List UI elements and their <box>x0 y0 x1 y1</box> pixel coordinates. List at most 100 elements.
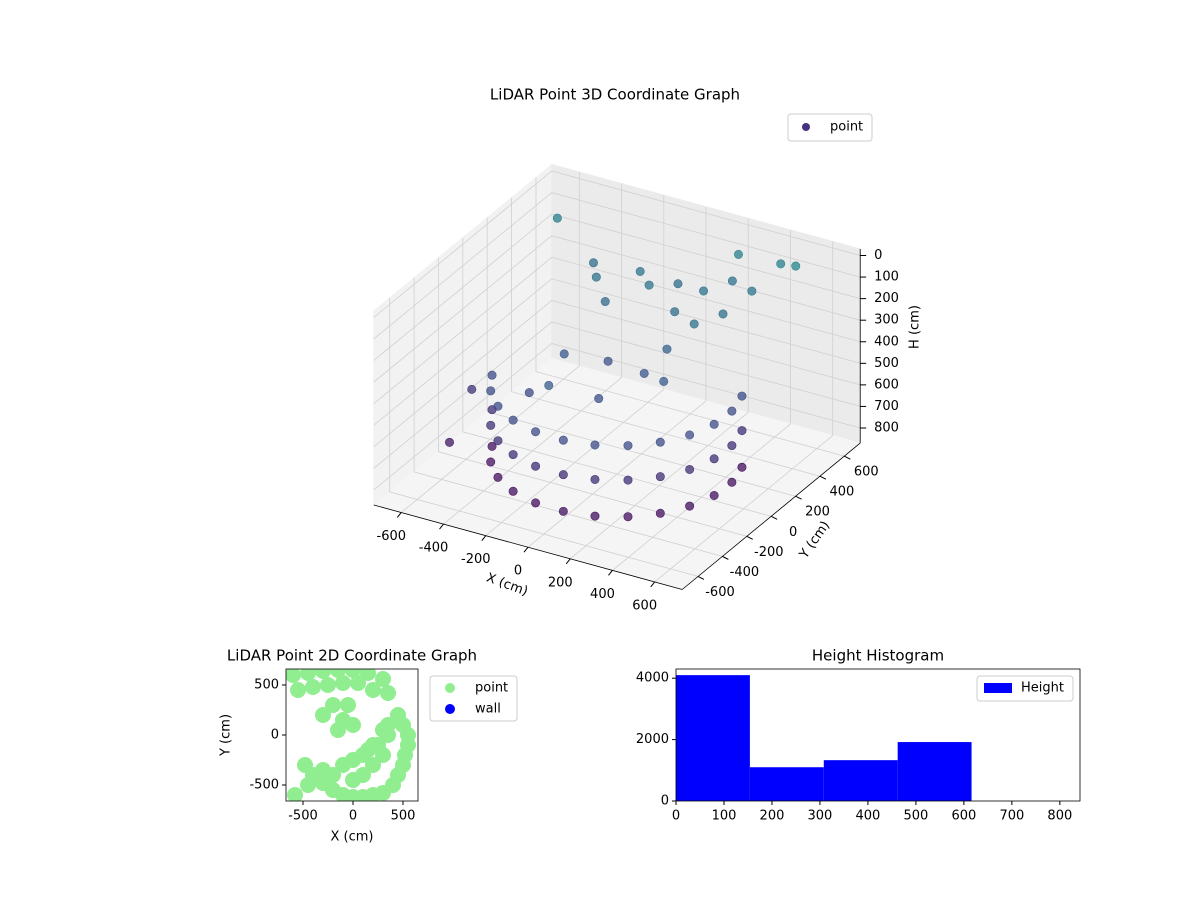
x-axis <box>373 504 683 590</box>
z-axis-label: H (cm) <box>908 305 923 349</box>
point <box>718 309 728 319</box>
y-tick-label: 400 <box>830 485 855 500</box>
y-tick <box>795 495 802 500</box>
point <box>330 722 346 738</box>
point <box>508 450 518 460</box>
point <box>655 508 665 518</box>
y-tick <box>819 475 827 480</box>
point <box>300 669 316 681</box>
point <box>590 474 600 484</box>
y-tick-label: 0 <box>789 525 797 540</box>
z-tick-label: 600 <box>874 377 899 392</box>
grid-line <box>462 237 772 517</box>
point <box>623 475 633 485</box>
grid-line <box>373 235 861 383</box>
point <box>685 430 695 440</box>
grid-line <box>373 299 861 448</box>
point <box>737 426 747 436</box>
point <box>559 349 569 359</box>
x-tick <box>565 558 571 565</box>
point <box>747 286 757 296</box>
legend-label: point <box>475 681 508 696</box>
grid-line <box>654 241 834 583</box>
axes-frame <box>675 668 1081 802</box>
z-tick-label: 300 <box>874 313 899 328</box>
z-tick-label: 200 <box>874 291 899 306</box>
x-tick-label: 500 <box>903 809 928 824</box>
z-tick-label: 800 <box>874 421 899 436</box>
x-tick <box>523 546 529 553</box>
bar <box>749 767 824 801</box>
grid-line <box>527 206 707 548</box>
point <box>623 441 633 451</box>
x-tick-label: 700 <box>999 809 1024 824</box>
point <box>776 259 786 269</box>
point <box>531 461 541 471</box>
z-tick-label: 100 <box>874 270 899 285</box>
point <box>315 762 331 778</box>
point <box>552 213 562 223</box>
x-tick-label: 200 <box>548 575 573 590</box>
plot-area <box>286 669 416 801</box>
grid-line <box>373 192 861 340</box>
point <box>305 679 321 695</box>
point <box>335 675 351 691</box>
point <box>531 498 541 508</box>
point <box>315 669 331 679</box>
grid-line <box>373 256 861 404</box>
x-tick-label: -200 <box>461 552 491 567</box>
point <box>486 386 496 396</box>
grid-line <box>401 172 580 513</box>
point <box>558 435 568 445</box>
point <box>524 388 534 398</box>
point <box>345 717 361 733</box>
chart-title: Height Histogram <box>812 647 944 665</box>
point <box>320 677 336 693</box>
point <box>445 437 455 447</box>
point <box>487 370 497 380</box>
legend-label: wall <box>475 702 501 717</box>
point <box>486 420 496 430</box>
y-tick-label: -500 <box>249 778 279 793</box>
legend-marker <box>802 123 810 131</box>
y-tick-label: 0 <box>661 794 669 809</box>
point <box>709 454 719 464</box>
grid-line <box>511 197 821 477</box>
legend-marker <box>445 683 455 693</box>
y-axis <box>681 442 861 590</box>
point <box>355 747 371 763</box>
point <box>685 464 695 474</box>
y-tick-label: 600 <box>854 465 879 480</box>
grid-line <box>413 277 723 557</box>
grid-line <box>373 170 861 318</box>
z-tick-label: 500 <box>874 356 899 371</box>
point <box>286 669 301 683</box>
x-axis-label: X (cm) <box>331 830 374 845</box>
point <box>493 472 503 482</box>
point <box>375 671 391 687</box>
point <box>603 356 613 366</box>
y-tick-label: 0 <box>271 728 279 743</box>
point <box>689 319 699 329</box>
legend-label: point <box>830 120 863 135</box>
point <box>590 440 600 450</box>
grid-line <box>438 257 747 537</box>
grid-line <box>373 278 861 426</box>
grid-line <box>389 297 699 577</box>
x-tick-label: -400 <box>419 541 449 556</box>
point <box>365 737 381 753</box>
legend-marker <box>445 704 455 714</box>
point <box>662 344 672 354</box>
point <box>300 777 316 793</box>
point <box>600 297 610 307</box>
y-tick-label: 2000 <box>636 732 669 747</box>
y-tick <box>844 455 851 460</box>
z-tick-label: 700 <box>874 399 899 414</box>
point <box>670 307 680 317</box>
point <box>287 787 303 801</box>
x-tick-label: 400 <box>856 809 881 824</box>
point <box>685 501 695 511</box>
point <box>340 697 356 713</box>
point <box>315 707 331 723</box>
